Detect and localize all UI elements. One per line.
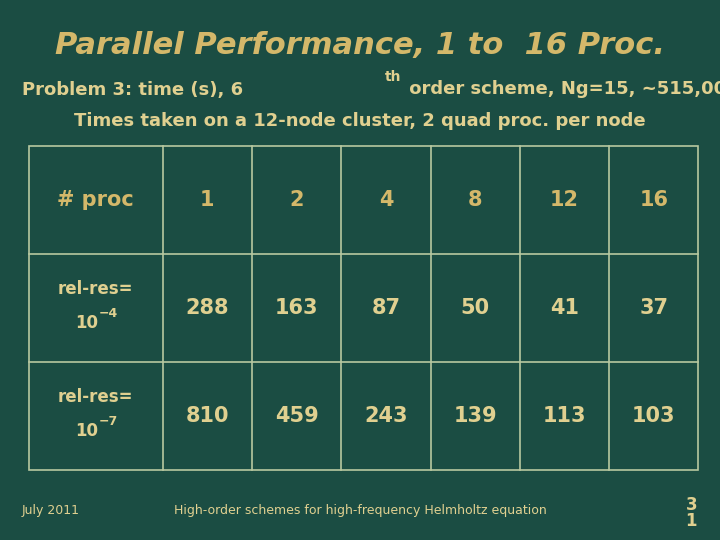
Text: 1: 1	[685, 512, 697, 530]
Text: 10: 10	[76, 314, 99, 332]
Text: Parallel Performance, 1 to  16 Proc.: Parallel Performance, 1 to 16 Proc.	[55, 31, 665, 60]
Text: 87: 87	[372, 298, 400, 318]
Text: 139: 139	[454, 406, 497, 426]
Text: Problem 3: time (s), 6: Problem 3: time (s), 6	[22, 80, 243, 98]
Text: rel-res=: rel-res=	[58, 388, 133, 406]
Text: High-order schemes for high-frequency Helmholtz equation: High-order schemes for high-frequency He…	[174, 504, 546, 517]
Text: # proc: # proc	[58, 190, 134, 210]
Text: rel-res=: rel-res=	[58, 280, 133, 298]
Text: 10: 10	[76, 422, 99, 440]
Text: 288: 288	[186, 298, 229, 318]
Text: 16: 16	[639, 190, 668, 210]
Text: 41: 41	[550, 298, 579, 318]
Text: 459: 459	[275, 406, 318, 426]
Text: 37: 37	[639, 298, 668, 318]
Text: 113: 113	[543, 406, 586, 426]
Text: order scheme, Ng=15, ~515,000 var.: order scheme, Ng=15, ~515,000 var.	[403, 80, 720, 98]
Text: 8: 8	[468, 190, 482, 210]
Bar	[29, 146, 698, 470]
Text: −4: −4	[99, 307, 118, 320]
Text: 3: 3	[685, 496, 697, 514]
Text: 50: 50	[461, 298, 490, 318]
Text: 1: 1	[200, 190, 215, 210]
Text: 2: 2	[289, 190, 304, 210]
Text: th: th	[385, 70, 402, 84]
Text: 810: 810	[186, 406, 229, 426]
Text: 243: 243	[364, 406, 408, 426]
Text: July 2011: July 2011	[22, 504, 80, 517]
Text: 103: 103	[632, 406, 675, 426]
Text: Times taken on a 12-node cluster, 2 quad proc. per node: Times taken on a 12-node cluster, 2 quad…	[74, 112, 646, 131]
Text: 4: 4	[379, 190, 393, 210]
Text: 12: 12	[550, 190, 579, 210]
Text: 163: 163	[275, 298, 318, 318]
Text: −7: −7	[99, 415, 118, 428]
